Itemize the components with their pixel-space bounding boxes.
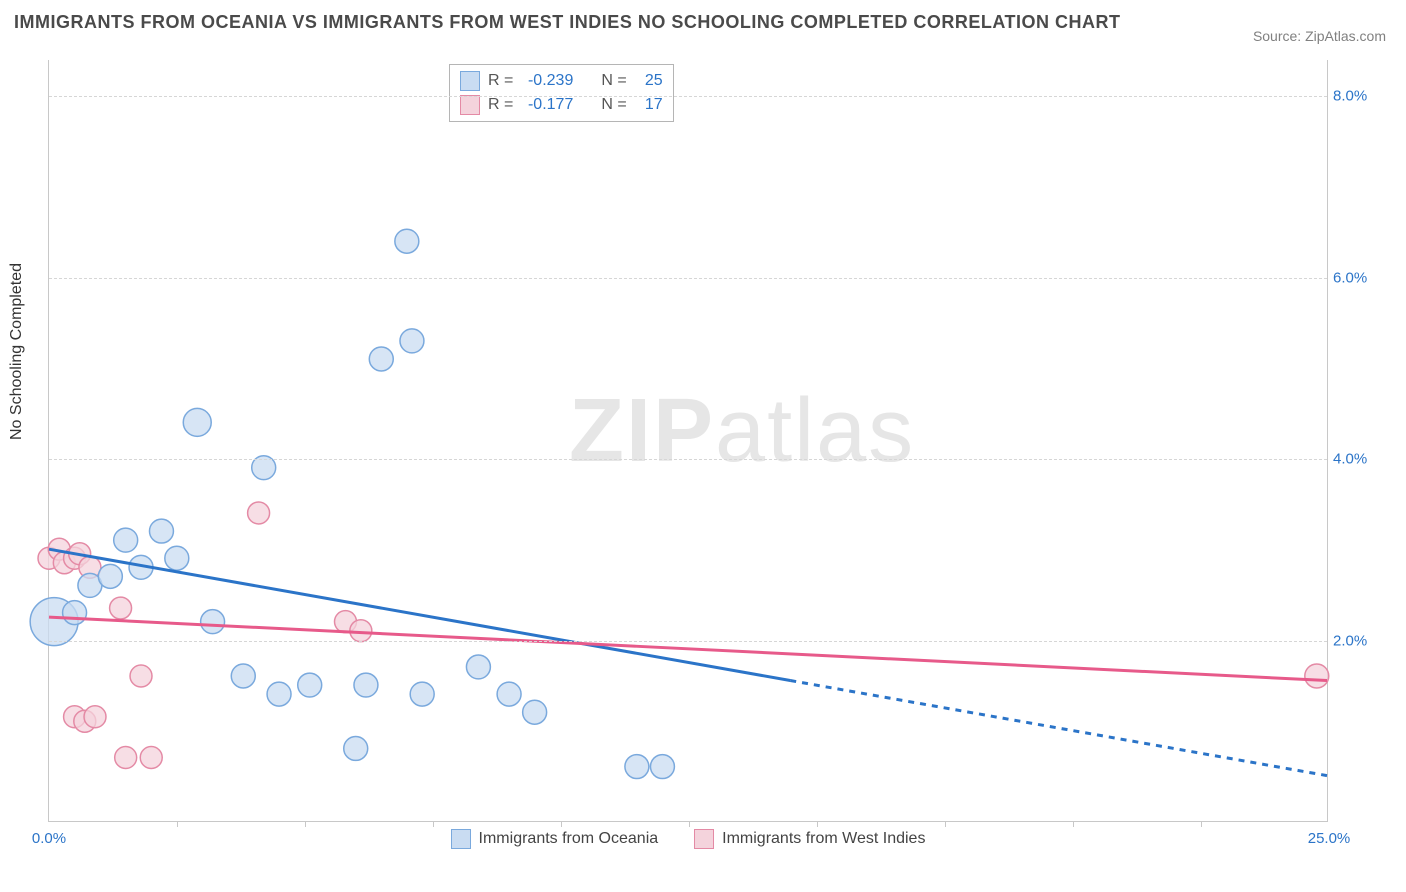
y-tick-label: 4.0% bbox=[1333, 451, 1377, 468]
oceania-point bbox=[410, 682, 434, 706]
chart-svg bbox=[49, 60, 1327, 821]
oceania-point bbox=[400, 329, 424, 353]
westindies-r-value: -0.177 bbox=[521, 96, 573, 114]
oceania-point bbox=[344, 736, 368, 760]
oceania-legend-label: Immigrants from Oceania bbox=[479, 830, 659, 848]
stats-legend-box: R = -0.239 N = 25 R = -0.177 N = 17 bbox=[449, 64, 674, 122]
westindies-swatch bbox=[694, 829, 714, 849]
x-tick-label: 25.0% bbox=[1308, 830, 1351, 847]
x-tick-minor bbox=[689, 821, 690, 827]
gridline bbox=[49, 641, 1327, 642]
oceania-point bbox=[267, 682, 291, 706]
chart-plot-area: ZIPatlas R = -0.239 N = 25 R = -0.177 N … bbox=[48, 60, 1328, 822]
oceania-point bbox=[625, 755, 649, 779]
source-attribution: Source: ZipAtlas.com bbox=[1253, 28, 1386, 44]
r-label: R = bbox=[488, 72, 513, 90]
gridline bbox=[49, 96, 1327, 97]
oceania-swatch bbox=[451, 829, 471, 849]
oceania-point bbox=[231, 664, 255, 688]
r-label: R = bbox=[488, 96, 513, 114]
westindies-point bbox=[248, 502, 270, 524]
x-tick-label: 0.0% bbox=[32, 830, 66, 847]
oceania-n-value: 25 bbox=[635, 72, 663, 90]
oceania-point bbox=[497, 682, 521, 706]
oceania-swatch bbox=[460, 71, 480, 91]
oceania-point bbox=[114, 528, 138, 552]
westindies-swatch bbox=[460, 95, 480, 115]
oceania-point bbox=[183, 408, 211, 436]
westindies-point bbox=[110, 597, 132, 619]
legend-item-oceania: Immigrants from Oceania bbox=[451, 829, 659, 849]
n-label: N = bbox=[601, 96, 626, 114]
oceania-point bbox=[149, 519, 173, 543]
westindies-point bbox=[84, 706, 106, 728]
x-tick-minor bbox=[433, 821, 434, 827]
oceania-point bbox=[201, 610, 225, 634]
westindies-n-value: 17 bbox=[635, 96, 663, 114]
oceania-point bbox=[354, 673, 378, 697]
x-tick-minor bbox=[305, 821, 306, 827]
oceania-point bbox=[466, 655, 490, 679]
x-tick-minor bbox=[177, 821, 178, 827]
westindies-legend-label: Immigrants from West Indies bbox=[722, 830, 925, 848]
x-tick-minor bbox=[1073, 821, 1074, 827]
oceania-point bbox=[298, 673, 322, 697]
oceania-point bbox=[98, 564, 122, 588]
y-tick-label: 8.0% bbox=[1333, 88, 1377, 105]
x-tick-minor bbox=[561, 821, 562, 827]
gridline bbox=[49, 278, 1327, 279]
gridline bbox=[49, 459, 1327, 460]
chart-title: IMMIGRANTS FROM OCEANIA VS IMMIGRANTS FR… bbox=[14, 12, 1120, 33]
oceania-point bbox=[165, 546, 189, 570]
n-label: N = bbox=[601, 72, 626, 90]
stats-row-oceania: R = -0.239 N = 25 bbox=[460, 69, 663, 93]
legend-item-westindies: Immigrants from West Indies bbox=[694, 829, 925, 849]
oceania-point bbox=[63, 601, 87, 625]
y-axis-label: No Schooling Completed bbox=[8, 263, 26, 440]
trend-line bbox=[790, 681, 1327, 776]
westindies-point bbox=[130, 665, 152, 687]
trend-line bbox=[49, 549, 790, 680]
y-tick-label: 6.0% bbox=[1333, 269, 1377, 286]
westindies-point bbox=[350, 620, 372, 642]
oceania-point bbox=[523, 700, 547, 724]
x-tick-minor bbox=[817, 821, 818, 827]
westindies-point bbox=[140, 747, 162, 769]
oceania-point bbox=[395, 229, 419, 253]
y-tick-label: 2.0% bbox=[1333, 632, 1377, 649]
oceania-point bbox=[650, 755, 674, 779]
x-tick-minor bbox=[1201, 821, 1202, 827]
oceania-r-value: -0.239 bbox=[521, 72, 573, 90]
series-legend: Immigrants from Oceania Immigrants from … bbox=[49, 829, 1327, 849]
oceania-point bbox=[369, 347, 393, 371]
westindies-point bbox=[1305, 664, 1329, 688]
westindies-point bbox=[115, 747, 137, 769]
x-tick-minor bbox=[945, 821, 946, 827]
